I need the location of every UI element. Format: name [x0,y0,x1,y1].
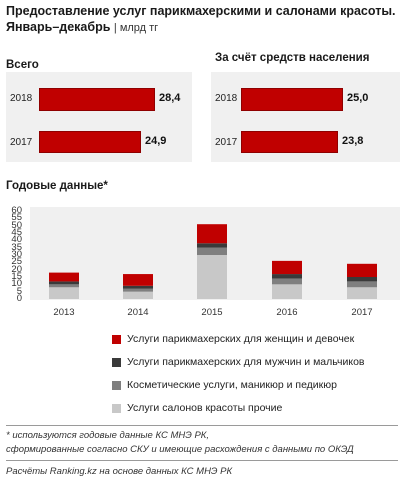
x-tick-label: 2017 [351,307,373,318]
y-tick-label: 25 [11,256,22,268]
y-tick-label: 30 [11,249,22,260]
legend-item-cosmetic: Косметические услуги, маникюр и педикюр [112,379,337,391]
title-line-1: Предоставление услуг парикмахерскими и с… [6,4,396,18]
total-chart-title: Всего [6,59,39,71]
population-bar [241,131,338,153]
y-tick-label: 35 [11,241,22,253]
legend-swatch [112,334,121,344]
total-bar [39,88,155,111]
total-bar [39,131,141,153]
total-value-label: 28,4 [159,92,181,104]
total-category-label: 2018 [10,93,33,104]
y-tick-label: 20 [11,263,22,275]
x-tick-label: 2014 [127,307,149,318]
y-tick-label: 60 [11,205,22,216]
x-tick-label: 2013 [53,307,75,318]
y-tick-label: 55 [11,212,22,224]
title-period: Январь–декабрь [6,20,111,34]
y-tick-label: 50 [11,219,22,231]
source-note: Расчёты Ranking.kz на основе данных КС М… [6,466,233,477]
footnote-line-1: * используются годовые данные КС МНЭ РК, [6,430,210,441]
legend-item-other: Услуги салонов красоты прочие [112,402,282,414]
title-line-2: Январь–декабрь | млрд тг [6,19,395,36]
population-chart-title: За счёт средств населения [215,52,370,64]
y-tick-label: 45 [11,227,22,238]
x-tick-label: 2015 [201,307,223,318]
y-tick-label: 10 [11,278,22,290]
legend-label: Услуги салонов красоты прочие [127,402,283,414]
y-tick-label: 0 [16,293,22,304]
legend-swatch [112,403,121,413]
legend-swatch [112,380,121,390]
population-category-label: 2017 [215,137,238,148]
footer-divider [6,460,398,461]
legend-swatch [112,357,121,367]
y-tick-label: 40 [11,234,22,246]
footnote-line-2: сформированные согласно СКУ и имеющие ра… [6,444,354,455]
legend-label: Услуги парикмахерских для женщин и девоч… [127,333,355,345]
population-value-label: 25,0 [347,92,369,104]
legend-item-men: Услуги парикмахерских для мужчин и мальч… [112,356,365,368]
total-category-label: 2017 [10,137,33,148]
total-value-label: 24,9 [145,135,167,147]
y-tick-label: 5 [16,285,22,297]
y-tick-label: 15 [11,271,22,282]
population-bar [241,88,343,111]
annual-chart-panel [30,207,400,300]
footer-divider [6,425,398,426]
population-category-label: 2018 [215,93,238,104]
title-unit: млрд тг [119,22,159,34]
annual-chart-title: Годовые данные* [6,180,108,192]
population-value-label: 23,8 [342,135,364,147]
chart-title: Предоставление услуг парикмахерскими и с… [6,3,395,36]
legend-item-women: Услуги парикмахерских для женщин и девоч… [112,333,354,345]
x-tick-label: 2016 [276,307,298,318]
title-unit-separator: | [113,22,120,34]
legend-label: Услуги парикмахерских для мужчин и мальч… [127,356,365,368]
legend-label: Косметические услуги, маникюр и педикюр [127,379,337,391]
